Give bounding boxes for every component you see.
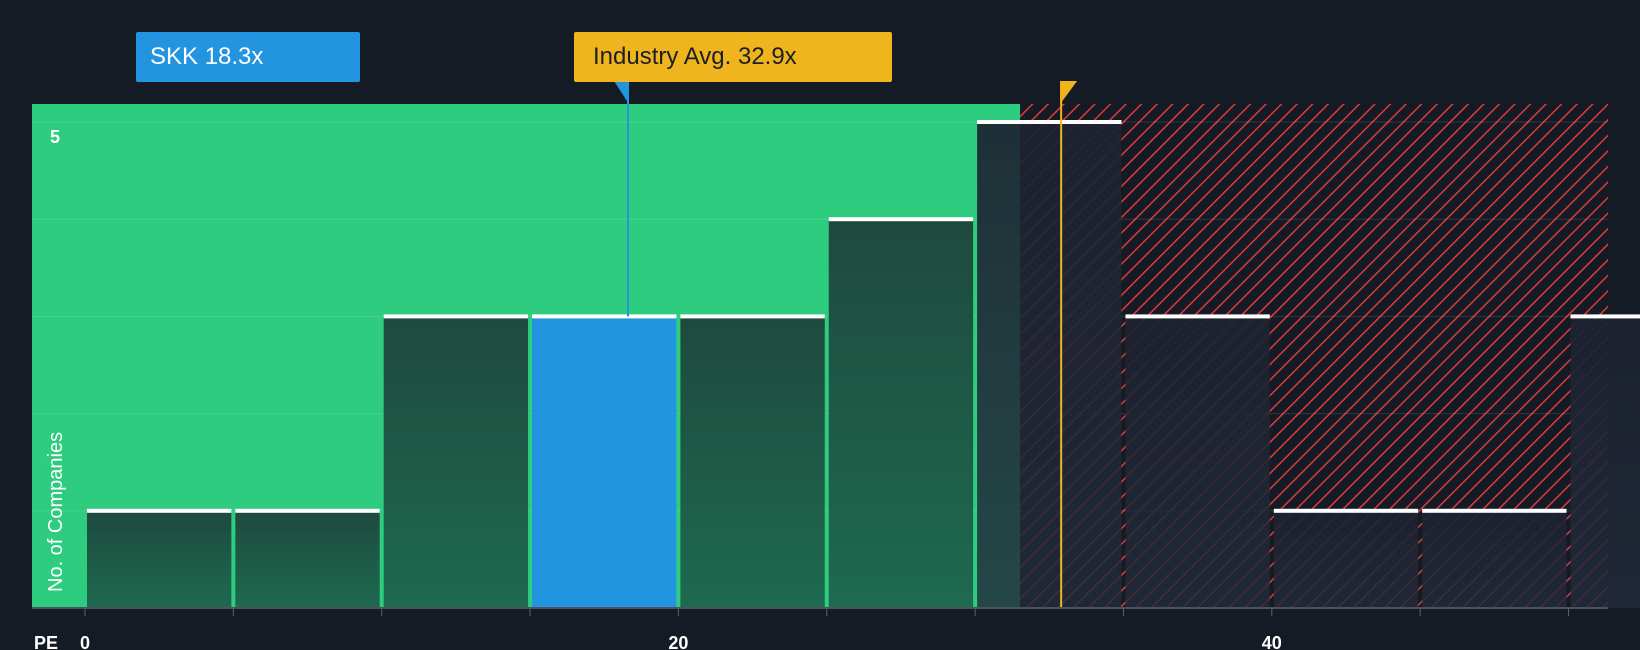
- x-tick-label: 0: [80, 633, 90, 650]
- bar-top-line: [977, 120, 1122, 124]
- bar-top-line: [1570, 314, 1640, 319]
- histogram-bar: [87, 510, 232, 608]
- bar-top-line: [1125, 314, 1270, 319]
- bar-top-line: [87, 508, 232, 513]
- bar-top-line: [828, 217, 974, 222]
- industry-avg-callout: Industry Avg. 32.9x: [574, 32, 892, 82]
- y-axis-label: No. of Companies: [45, 432, 67, 592]
- histogram-bar: [1570, 316, 1640, 608]
- bar-top-line: [383, 314, 529, 319]
- histogram-bar: [1273, 510, 1419, 608]
- company-pe-label: SKK 18.3x: [150, 43, 264, 70]
- histogram-bar: [1422, 510, 1567, 608]
- bar-top-line: [1422, 508, 1567, 513]
- histogram-bar: [680, 316, 825, 608]
- x-axis-label: PE: [34, 633, 58, 650]
- bar-top-line: [680, 314, 825, 319]
- y-tick-label: 5: [50, 127, 60, 147]
- bar-top-line: [235, 508, 380, 513]
- industry-callout-pointer: [1060, 81, 1078, 104]
- histogram-bar: [828, 219, 974, 608]
- x-tick-label: 20: [668, 633, 688, 650]
- histogram-bar: [532, 316, 677, 608]
- industry-avg-label: Industry Avg. 32.9x: [593, 43, 797, 70]
- bar-top-line: [532, 314, 677, 319]
- histogram-bar: [235, 510, 380, 608]
- x-tick-label: 40: [1262, 633, 1282, 650]
- histogram-bar: [383, 316, 529, 608]
- histogram-bar: [977, 122, 1122, 608]
- company-callout-pointer: [613, 81, 629, 104]
- company-pe-callout: SKK 18.3x: [136, 32, 360, 82]
- histogram-bar: [1125, 316, 1270, 608]
- bar-top-line: [1273, 508, 1419, 513]
